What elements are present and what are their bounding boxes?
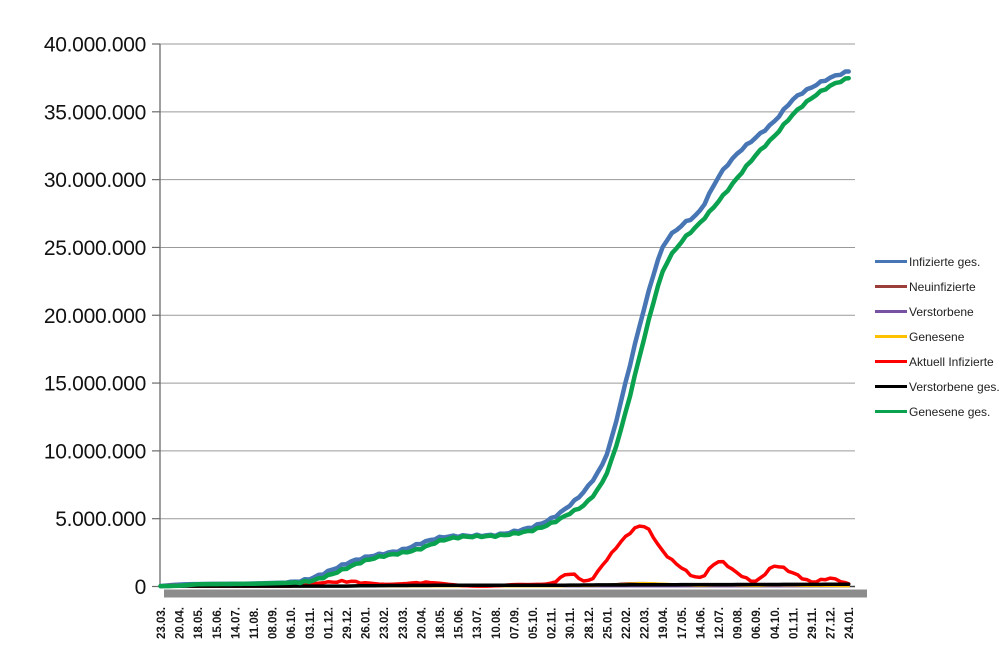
y-tick-label: 20.000.000 [44, 305, 146, 328]
series-line-verstorbene-ges [158, 582, 851, 588]
x-axis-tick-labels: 23.03. 20.04. 18.05. 15.06. 14.07. 11.08. 08.0… [156, 607, 856, 639]
x-tick-label: 08.09. [268, 607, 280, 639]
y-tick-label: 0 [135, 576, 146, 599]
x-tick-label: 29.11. [807, 608, 819, 639]
x-tick-label: 11.08. [249, 608, 261, 639]
legend-label: Genesene [909, 329, 965, 344]
legend-line-swatch-neuinfizierte [875, 284, 907, 289]
x-tick-label: 17.05. [677, 607, 689, 639]
x-tick-label: 15.06. [212, 607, 224, 639]
legend-line-swatch-infizierte-ges [875, 259, 907, 264]
legend-label: Verstorbene ges. [909, 379, 1000, 394]
y-tick-label: 25.000.000 [44, 237, 146, 260]
x-tick-label: 09.08. [733, 607, 745, 639]
legend-label: Aktuell Infizierte [909, 354, 994, 369]
y-tick-label: 40.000.000 [44, 34, 146, 57]
legend-line-swatch-verstorbene [875, 309, 907, 314]
x-tick-label: 12.07. [714, 607, 726, 639]
x-tick-label: 23.03. [398, 607, 410, 639]
legend-item-neuinfizierte: Neuinfizierte [875, 274, 1005, 299]
x-tick-label: 14.07. [230, 607, 242, 639]
x-tick-label: 30.11. [565, 608, 577, 639]
legend-label: Verstorbene [909, 304, 974, 319]
y-tick-label: 10.000.000 [44, 440, 146, 463]
x-tick-label: 06.09. [751, 607, 763, 639]
x-tick-label: 02.11. [547, 608, 559, 639]
x-tick-label: 22.03. [640, 607, 652, 639]
legend-line-swatch-genesene-ges [875, 409, 907, 414]
x-tick-label: 06.10. [286, 607, 298, 639]
legend-line-swatch-aktuell-infizierte [875, 359, 907, 364]
x-tick-label: 05.10. [528, 607, 540, 639]
series-line-genesene-ges [158, 75, 851, 589]
legend-item-aktuell-infizierte: Aktuell Infizierte [875, 349, 1005, 374]
gridlines [160, 43, 855, 520]
x-tick-label: 25.01. [602, 607, 614, 639]
legend: Infizierte ges. Neuinfizierte Verstorbene G… [875, 249, 1005, 424]
x-tick-label: 29.12. [342, 607, 354, 639]
x-tick-label: 26.01. [361, 607, 373, 639]
legend-line-swatch-verstorbene-ges [875, 384, 907, 389]
x-tick-label: 27.12. [826, 607, 838, 639]
x-tick-label: 13.07. [472, 607, 484, 639]
series-lines [158, 69, 851, 589]
x-tick-label: 04.10. [770, 607, 782, 639]
y-tick-label: 5.000.000 [55, 508, 146, 531]
x-tick-label: 18.05. [435, 607, 447, 639]
x-tick-label: 20.04. [175, 607, 187, 639]
x-tick-label: 10.08. [491, 607, 503, 639]
x-tick-label: 24.01. [844, 607, 856, 639]
x-tick-label: 01.11. [788, 608, 800, 639]
x-tick-label: 23.02. [379, 607, 391, 639]
y-tick-label: 30.000.000 [44, 169, 146, 192]
y-tick-label: 35.000.000 [44, 101, 146, 124]
legend-item-verstorbene: Verstorbene [875, 299, 1005, 324]
x-tick-label: 20.04. [416, 607, 428, 639]
x-tick-label: 15.06. [454, 607, 466, 639]
legend-label: Genesene ges. [909, 404, 991, 419]
y-tick-label: 15.000.000 [44, 373, 146, 396]
y-axis-tick-labels: 0 5.000.000 10.000.000 15.000.000 20.000.000… [44, 34, 146, 600]
x-axis-shadow [164, 589, 867, 598]
legend-item-genesene-ges: Genesene ges. [875, 399, 1005, 424]
legend-label: Neuinfizierte [909, 279, 976, 294]
axes [152, 43, 867, 598]
legend-item-verstorbene-ges: Verstorbene ges. [875, 374, 1005, 399]
legend-item-genesene: Genesene [875, 324, 1005, 349]
x-tick-label: 07.09. [509, 607, 521, 639]
x-tick-label: 28.12. [584, 607, 596, 639]
x-tick-label: 18.05. [193, 607, 205, 639]
series-line-infizierte-ges [158, 69, 851, 589]
legend-line-swatch-genesene [875, 334, 907, 339]
legend-label: Infizierte ges. [909, 254, 981, 269]
x-tick-label: 03.11. [305, 608, 317, 639]
x-tick-label: 19.04. [658, 607, 670, 639]
x-tick-label: 23.03. [156, 607, 168, 639]
x-tick-label: 22.02. [621, 607, 633, 639]
legend-item-infizierte-ges: Infizierte ges. [875, 249, 1005, 274]
x-tick-label: 01.12. [323, 607, 335, 639]
x-tick-label: 14.06. [695, 607, 707, 639]
